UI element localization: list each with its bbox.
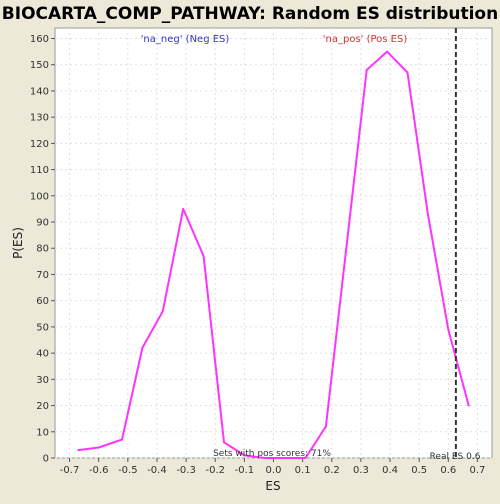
x-tick-label: 0.4 — [382, 465, 398, 476]
x-tick-label: -0.1 — [235, 465, 255, 476]
series-line — [78, 50, 470, 459]
y-tick-label: 120 — [30, 139, 49, 150]
x-tick-label: 0.5 — [411, 465, 427, 476]
x-tick-label: -0.5 — [118, 465, 138, 476]
annotation-pos: 'na_pos' (Pos ES) — [323, 34, 408, 45]
data-point — [447, 328, 450, 331]
y-tick-label: 150 — [30, 60, 49, 71]
y-tick-label: 30 — [36, 375, 49, 386]
data-point — [141, 346, 144, 349]
y-tick-label: 20 — [36, 401, 49, 412]
x-tick-label: 0.1 — [295, 465, 311, 476]
series-layer — [77, 28, 470, 459]
data-point — [426, 213, 429, 216]
y-tick-label: 50 — [36, 322, 49, 333]
x-tick-label: -0.4 — [147, 465, 167, 476]
data-point — [182, 207, 185, 210]
y-tick-label: 60 — [36, 296, 49, 307]
data-point — [263, 457, 266, 459]
axes: 0 10 20 30 40 50 60 70 80 90 100 110 120 130 140 150 160… — [30, 34, 485, 476]
data-point — [202, 255, 205, 258]
x-tick-label: -0.7 — [60, 465, 80, 476]
data-point — [324, 425, 327, 428]
y-tick-label: 80 — [36, 244, 49, 255]
data-point — [304, 457, 307, 459]
data-point — [243, 454, 246, 457]
x-tick-label: -0.6 — [89, 465, 109, 476]
y-tick-label: 140 — [30, 86, 49, 97]
data-point — [386, 50, 389, 53]
data-point — [97, 446, 100, 449]
x-tick-label: -0.3 — [176, 465, 196, 476]
data-point — [467, 404, 470, 407]
y-tick-label: 160 — [30, 34, 49, 45]
y-tick-label: 90 — [36, 218, 49, 229]
x-tick-label: 0.6 — [440, 465, 456, 476]
annotation-sets: Sets with pos scores: 71% — [213, 449, 331, 459]
annotation-real: Real ES 0.6 — [430, 452, 481, 462]
data-point — [345, 247, 348, 250]
data-point — [222, 441, 225, 444]
grid — [55, 28, 492, 459]
data-point — [121, 438, 124, 441]
x-axis-label: ES — [265, 479, 280, 493]
chart-title: BIOCARTA_COMP_PATHWAY: Random ES distrib… — [2, 4, 498, 24]
data-point — [406, 71, 409, 74]
x-tick-label: 0.2 — [324, 465, 340, 476]
annotations: 'na_neg' (Neg ES) 'na_pos' (Pos ES) Sets w… — [141, 34, 481, 462]
y-tick-label: 110 — [30, 165, 49, 176]
data-point — [77, 449, 80, 452]
y-tick-label: 10 — [36, 427, 49, 438]
y-tick-label: 0 — [43, 454, 49, 465]
y-tick-label: 100 — [30, 191, 49, 202]
x-tick-label: -0.2 — [205, 465, 225, 476]
x-tick-label: 0.0 — [266, 465, 282, 476]
y-tick-label: 70 — [36, 270, 49, 281]
data-point — [365, 68, 368, 71]
annotation-neg: 'na_neg' (Neg ES) — [141, 34, 230, 45]
data-point — [161, 310, 164, 313]
y-axis-label: P(ES) — [11, 227, 25, 259]
x-tick-label: 0.7 — [469, 465, 485, 476]
y-tick-label: 40 — [36, 349, 49, 360]
data-point — [284, 457, 287, 459]
y-tick-label: 130 — [30, 113, 49, 124]
x-tick-label: 0.3 — [353, 465, 369, 476]
